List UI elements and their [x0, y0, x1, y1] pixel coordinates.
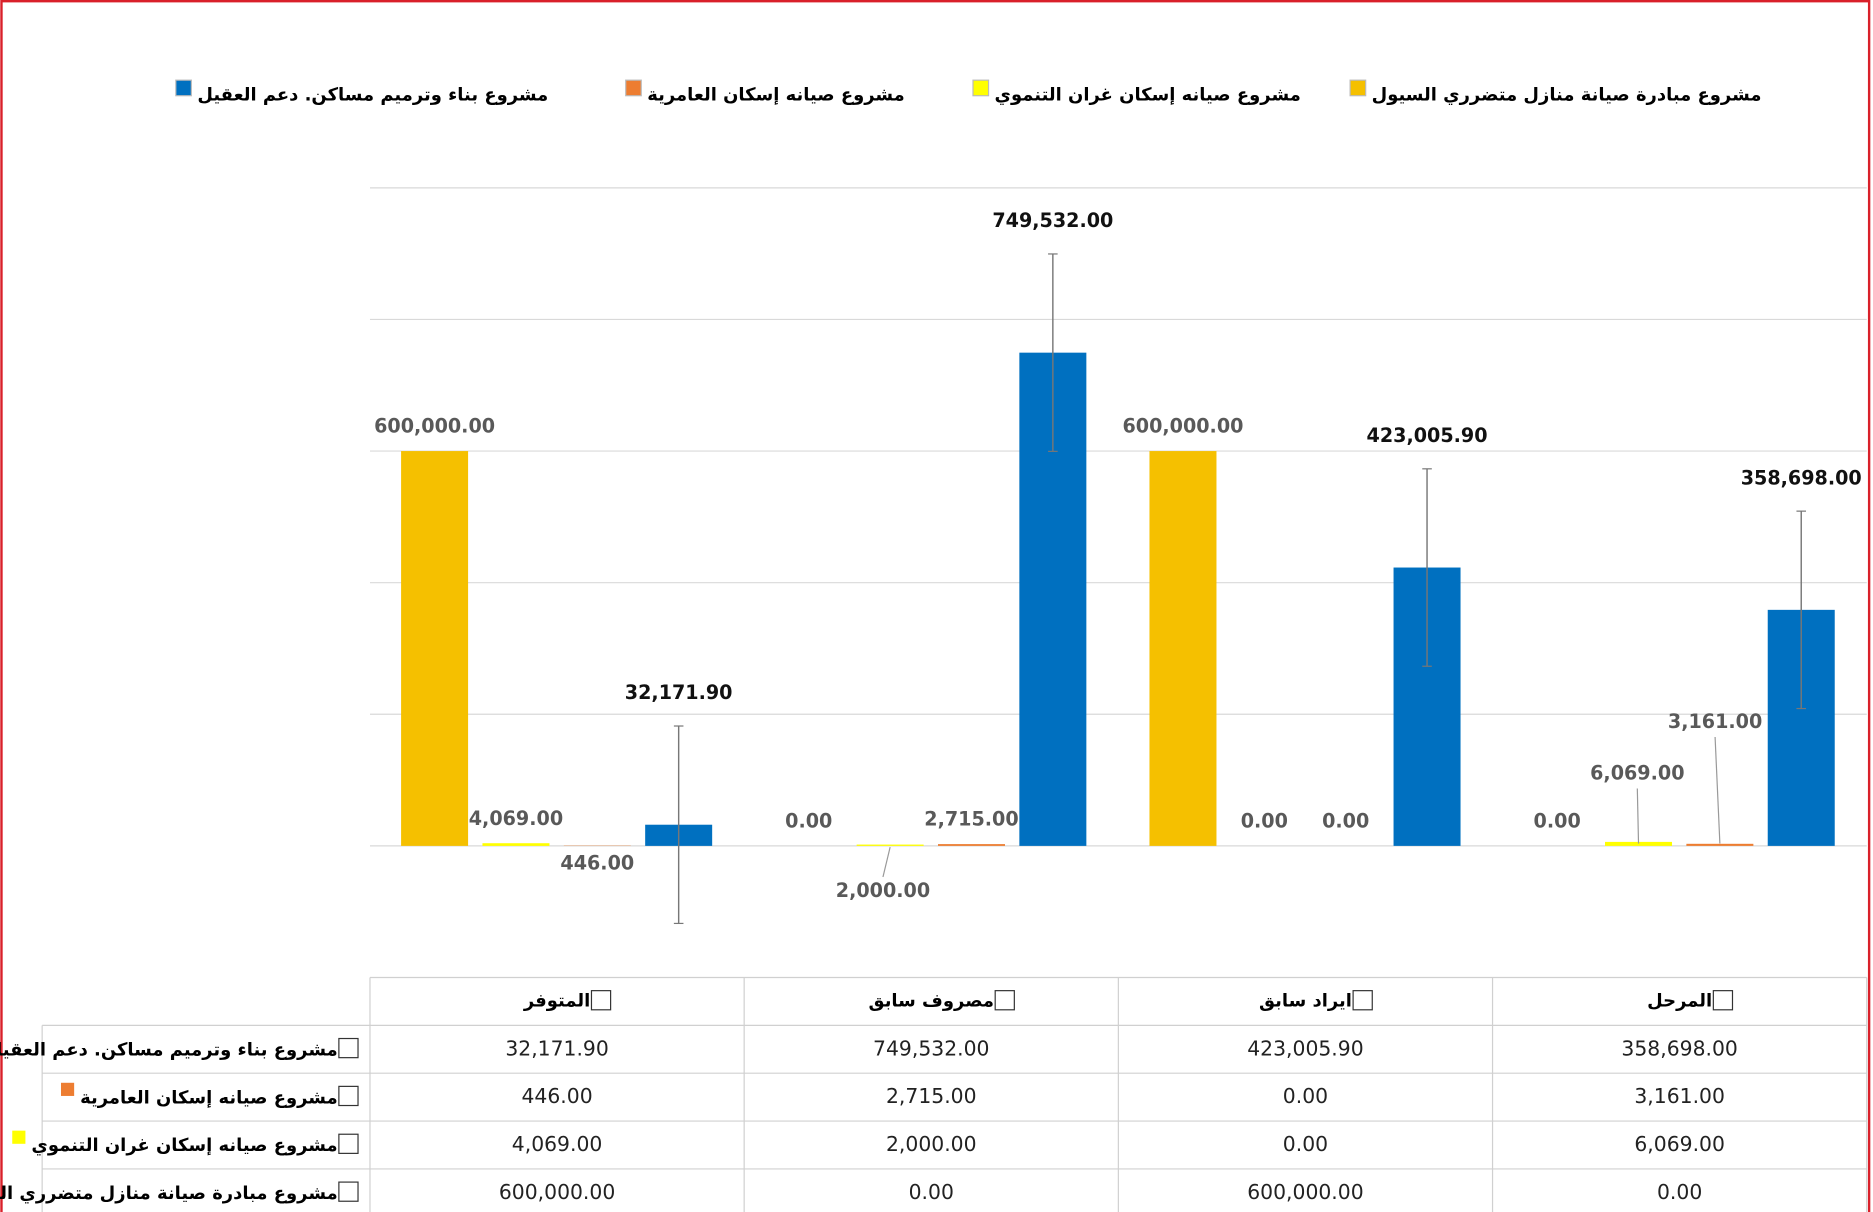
table-cell: 0.00: [1283, 1132, 1328, 1156]
row-swatch: [12, 1130, 26, 1144]
bar: [937, 844, 1005, 846]
data-label: 358,698.00: [1741, 466, 1862, 489]
data-label: 0.00: [1534, 809, 1581, 832]
checkbox: [338, 1085, 359, 1107]
checkbox: [338, 1181, 359, 1202]
data-label: 0.00: [785, 809, 832, 832]
checkbox: [1712, 990, 1734, 1011]
data-label: 3,161.00: [1668, 710, 1762, 733]
legend-label: مشروع بناء وترميم مساكن. دعم العقيل: [197, 85, 548, 106]
row-label: مشروع صيانه إسكان غران التنموي: [31, 1135, 337, 1156]
data-label: 32,171.90: [625, 681, 733, 704]
table-cell: 0.00: [909, 1180, 954, 1204]
legend-swatch: [972, 79, 990, 97]
bar: [856, 844, 924, 846]
table-cell: 423,005.90: [1247, 1036, 1363, 1060]
data-label: 6,069.00: [1590, 762, 1684, 785]
data-label: 0.00: [1322, 809, 1369, 832]
legend-swatch: [625, 79, 642, 97]
row-label: مشروع بناء وترميم مساكن. دعم العقيل: [0, 1039, 338, 1060]
legend-label: مشروع مبادرة صيانة منازل متضرري السيول: [1372, 85, 1762, 106]
bar: [401, 451, 469, 846]
row-swatch: [60, 1082, 75, 1096]
table-cell: 600,000.00: [1247, 1180, 1363, 1204]
legend-swatch: [1349, 79, 1367, 97]
checkbox: [1352, 990, 1373, 1011]
checkbox: [590, 990, 612, 1011]
table-header: المرحل: [1647, 990, 1712, 1011]
table-cell: 2,715.00: [886, 1084, 977, 1108]
data-label: 0.00: [1241, 809, 1288, 832]
table-cell: 6,069.00: [1634, 1132, 1725, 1156]
data-label: 423,005.90: [1367, 424, 1488, 447]
table-cell: 0.00: [1283, 1084, 1328, 1108]
table-cell: 32,171.90: [505, 1036, 608, 1060]
table-cell: 600,000.00: [499, 1180, 615, 1204]
bar: [1149, 451, 1217, 846]
row-label: مشروع مبادرة صيانة منازل متضرري السيول: [0, 1183, 338, 1204]
data-label: 2,000.00: [836, 879, 930, 902]
table-header: ايراد سابق: [1259, 990, 1352, 1011]
checkbox: [338, 1133, 359, 1154]
table-cell: 2,000.00: [886, 1132, 977, 1156]
table-cell: 446.00: [522, 1084, 593, 1108]
leader-line: [1714, 736, 1721, 844]
table-cell: 358,698.00: [1621, 1036, 1737, 1060]
table-cell: 4,069.00: [512, 1132, 603, 1156]
leader-line: [882, 846, 891, 878]
bar: [482, 843, 550, 846]
bar: [1605, 841, 1673, 846]
table-header: مصروف سابق: [869, 990, 994, 1011]
legend-label: مشروع صيانه إسكان العامرية: [647, 85, 905, 106]
data-label: 2,715.00: [924, 808, 1018, 831]
leader-line: [1636, 788, 1640, 844]
checkbox: [338, 1037, 359, 1059]
data-label: 446.00: [560, 851, 634, 874]
legend-swatch: [175, 79, 192, 97]
table-header: المتوفر: [523, 990, 590, 1011]
data-label: 749,532.00: [992, 209, 1113, 232]
data-label: 4,069.00: [469, 807, 563, 830]
legend-label: مشروع صيانه إسكان غران التنموي: [995, 85, 1301, 106]
table-cell: 0.00: [1657, 1180, 1702, 1204]
table-cell: 749,532.00: [873, 1036, 989, 1060]
bar: [1686, 843, 1754, 846]
table-cell: 3,161.00: [1634, 1084, 1725, 1108]
data-label: 600,000.00: [1122, 415, 1243, 438]
data-label: 600,000.00: [374, 415, 495, 438]
checkbox: [994, 990, 1015, 1011]
row-label: مشروع صيانه إسكان العامرية: [80, 1087, 338, 1108]
